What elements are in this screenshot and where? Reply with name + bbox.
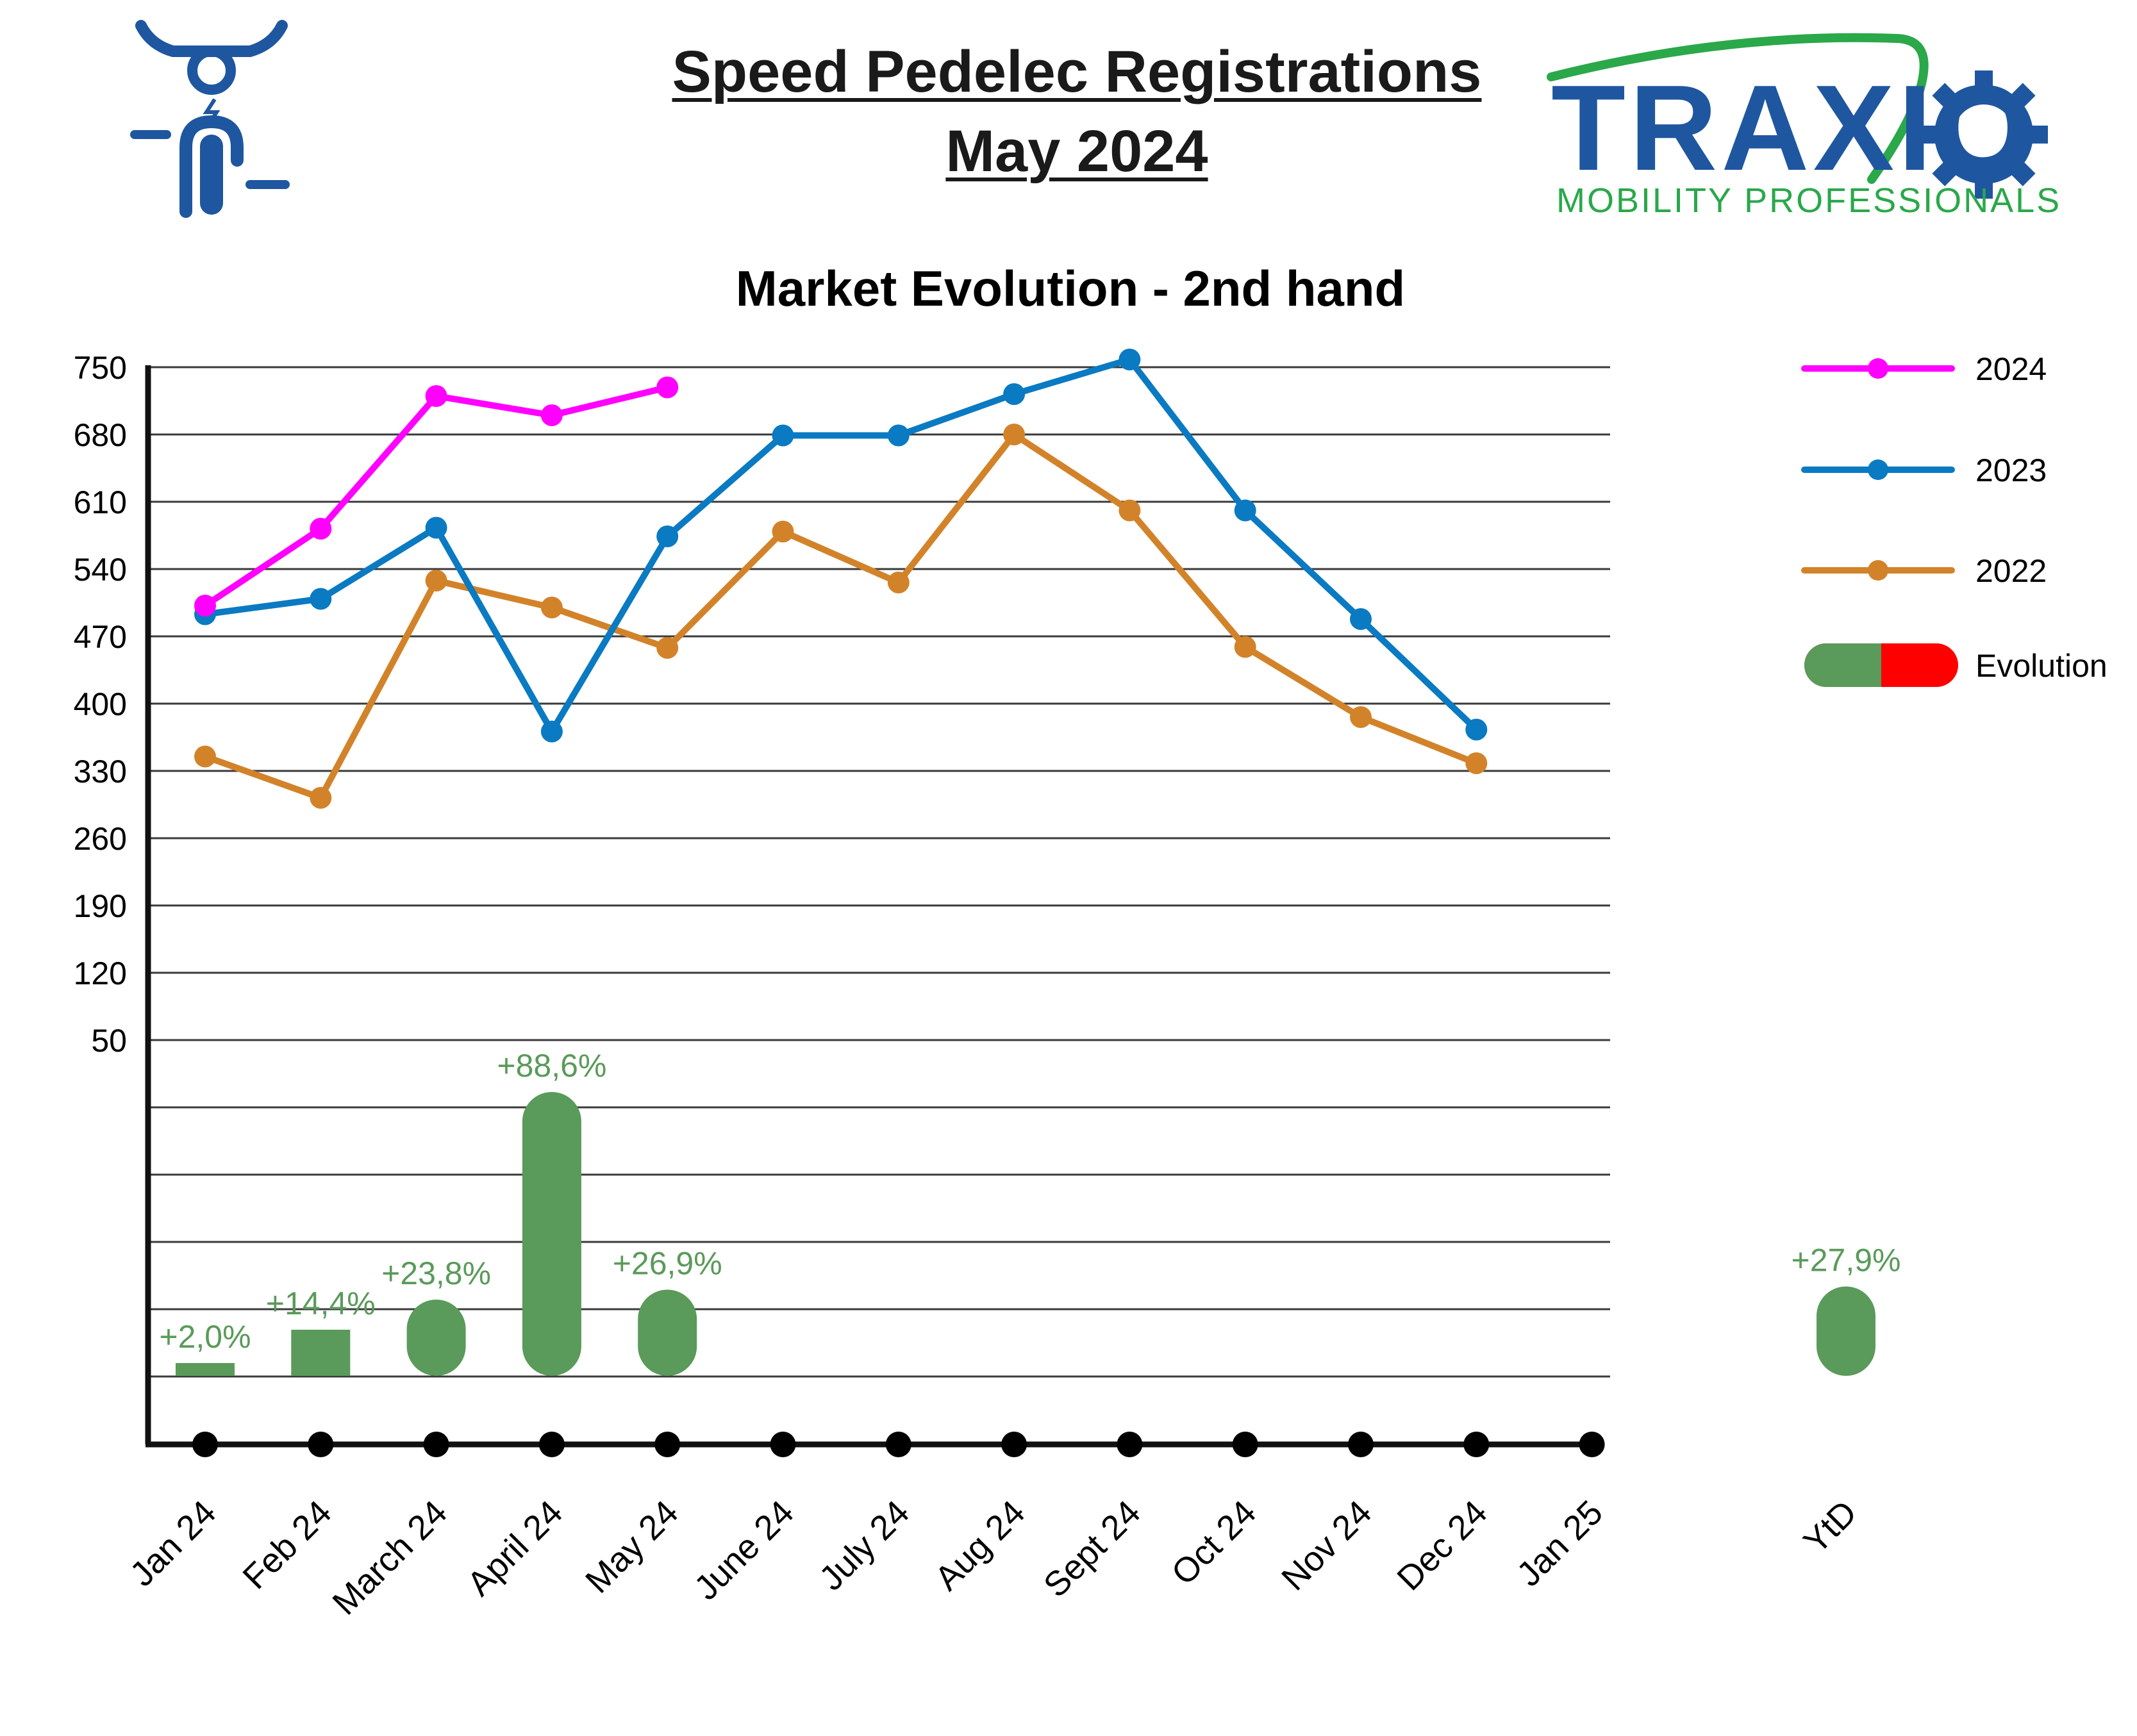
- evolution-label: +26,9%: [613, 1246, 722, 1282]
- x-tick-label: July 24: [812, 1493, 917, 1598]
- y-tick-label: 190: [74, 888, 127, 924]
- y-tick-label: 470: [74, 619, 127, 655]
- data-point-2024: [194, 595, 216, 616]
- legend-label-2024: 2024: [1975, 351, 2047, 387]
- chart-title: Market Evolution - 2nd hand: [735, 260, 1406, 317]
- legend-label-evolution: Evolution: [1975, 648, 2108, 684]
- data-point-2022: [540, 597, 563, 618]
- traxio-logo-swoosh: [1547, 33, 2048, 199]
- x-axis-marker: [885, 1432, 911, 1457]
- data-point-2022: [194, 745, 216, 768]
- x-tick-label: Feb 24: [235, 1493, 338, 1596]
- data-point-2022: [887, 572, 910, 593]
- evolution-bar: [1817, 1286, 1875, 1376]
- x-tick-label: Jan 25: [1509, 1493, 1610, 1594]
- evolution-bar: [638, 1289, 697, 1376]
- x-axis-marker: [538, 1432, 565, 1457]
- data-point-2022: [1234, 636, 1256, 658]
- x-axis-marker: [1117, 1432, 1143, 1457]
- y-tick-label: 50: [91, 1023, 127, 1059]
- evolution-bar: [522, 1092, 581, 1376]
- data-point-2024: [310, 518, 332, 540]
- x-tick-label: Jan 24: [122, 1493, 223, 1594]
- legend-marker-2023: [1868, 459, 1888, 480]
- y-tick-label: 610: [74, 484, 127, 520]
- x-axis-marker: [1463, 1432, 1490, 1457]
- data-point-2022: [1350, 706, 1372, 728]
- data-point-2023: [425, 517, 447, 539]
- data-point-2023: [1465, 718, 1488, 741]
- y-tick-label: 330: [74, 754, 127, 789]
- evolution-label: +2,0%: [159, 1319, 251, 1355]
- x-tick-label: June 24: [687, 1493, 801, 1607]
- evolution-label: +27,9%: [1792, 1243, 1901, 1278]
- legend-evolution-positive: [1804, 643, 1881, 687]
- x-axis-marker: [1579, 1432, 1605, 1457]
- evolution-label: +88,6%: [497, 1048, 606, 1084]
- legend-marker-2024: [1868, 358, 1888, 379]
- evolution-label: +14,4%: [266, 1285, 376, 1321]
- x-tick-label: Sept 24: [1036, 1493, 1148, 1605]
- y-tick-label: 680: [74, 417, 127, 453]
- data-point-2023: [772, 424, 794, 447]
- data-point-2023: [1118, 349, 1141, 370]
- traxio-wordmark: TRAXIO: [1551, 60, 2034, 196]
- x-tick-label: Nov 24: [1274, 1493, 1379, 1598]
- legend-marker-2022: [1868, 560, 1888, 581]
- data-point-2023: [540, 720, 563, 743]
- x-axis-marker: [1348, 1432, 1374, 1457]
- x-axis-marker: [192, 1432, 218, 1457]
- x-tick-label: Dec 24: [1390, 1493, 1494, 1598]
- data-point-2023: [656, 525, 679, 547]
- x-tick-label: March 24: [325, 1493, 454, 1623]
- data-point-2022: [1003, 424, 1026, 445]
- ytd-tick-label: YtD: [1796, 1493, 1864, 1561]
- data-point-2022: [425, 570, 447, 591]
- y-tick-label: 750: [74, 350, 127, 386]
- data-point-2022: [656, 637, 679, 659]
- y-tick-label: 400: [74, 686, 127, 722]
- page-title: Speed Pedelec Registrations May 2024: [615, 32, 1538, 191]
- speed-pedelec-rider-icon: [130, 20, 290, 218]
- data-point-2022: [1465, 752, 1488, 774]
- data-point-2023: [887, 424, 910, 447]
- legend-label-2023: 2023: [1975, 452, 2047, 488]
- data-point-2023: [1350, 608, 1372, 630]
- series-line-2023: [202, 356, 1480, 735]
- title-line-2: May 2024: [945, 119, 1208, 184]
- legend-label-2022: 2022: [1975, 553, 2047, 589]
- data-point-2024: [425, 385, 447, 407]
- y-tick-label: 540: [74, 552, 127, 588]
- data-point-2022: [1118, 499, 1141, 522]
- x-axis-marker: [654, 1432, 681, 1457]
- data-point-2024: [540, 404, 563, 426]
- evolution-bar: [176, 1363, 235, 1376]
- x-axis-marker: [770, 1432, 796, 1457]
- evolution-bar: [406, 1300, 466, 1376]
- x-axis-marker: [423, 1432, 449, 1457]
- y-tick-label: 120: [74, 955, 127, 991]
- data-point-2024: [656, 376, 679, 399]
- x-tick-label: Oct 24: [1164, 1493, 1263, 1592]
- data-point-2023: [310, 588, 332, 610]
- x-tick-label: Aug 24: [927, 1493, 1032, 1598]
- series-line-2022: [202, 431, 1480, 801]
- title-line-1: Speed Pedelec Registrations: [672, 39, 1482, 104]
- y-tick-label: 260: [74, 821, 127, 857]
- evolution-label: +23,8%: [381, 1255, 491, 1291]
- traxio-tagline: MOBILITY PROFESSIONALS: [1556, 181, 2062, 220]
- data-point-2023: [1234, 499, 1256, 522]
- x-axis-marker: [1001, 1432, 1027, 1457]
- x-tick-label: May 24: [578, 1493, 686, 1601]
- x-axis-marker: [1232, 1432, 1258, 1457]
- x-tick-label: April 24: [460, 1493, 570, 1603]
- evolution-bar: [291, 1330, 351, 1376]
- data-point-2022: [310, 787, 332, 809]
- data-point-2022: [772, 520, 794, 543]
- x-axis-marker: [308, 1432, 334, 1457]
- data-point-2023: [1003, 383, 1026, 405]
